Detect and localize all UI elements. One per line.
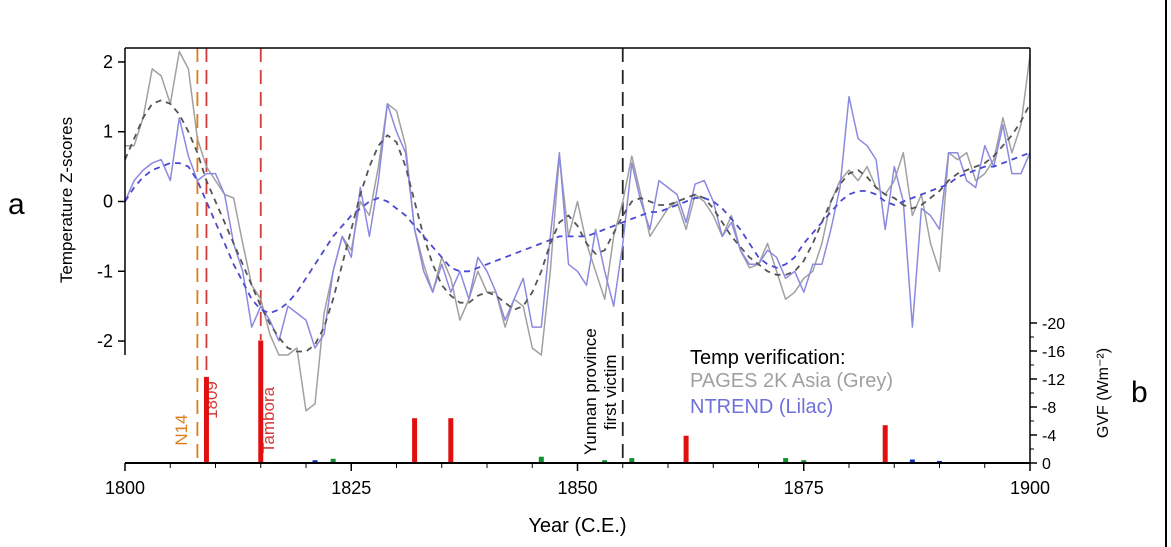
series-smoothed-line [124, 99, 1031, 353]
event-label: Tambora [259, 386, 278, 453]
panel-label-b: b [1131, 376, 1148, 409]
forcing-bar [783, 458, 789, 463]
y2-tick-label: -20 [1042, 316, 1065, 333]
forcing-bar [683, 435, 689, 463]
chart-labels: Year (C.E.) Temperature Z-scores GVF (Wm⁻²… [57, 117, 1112, 537]
y2-tick-label: -12 [1042, 372, 1065, 389]
forcing-bar [882, 425, 888, 463]
temperature-series [124, 50, 1031, 412]
forcing-bar [801, 460, 807, 463]
event-label: first victim [601, 354, 620, 430]
y-tick-label: -1 [97, 261, 113, 281]
legend-item: NTREND (Lilac) [690, 396, 833, 418]
forcing-bar [258, 340, 264, 463]
x-tick-label: 1850 [557, 478, 597, 498]
forcing-bar [629, 458, 635, 463]
x-tick-label: 1900 [1010, 478, 1050, 498]
forcing-bar [602, 460, 608, 463]
y-tick-label: 1 [103, 122, 113, 142]
event-label: Yunnan province [581, 328, 600, 455]
x-axis-title: Year (C.E.) [528, 515, 626, 537]
y-tick-label: -2 [97, 331, 113, 351]
forcing-bar [538, 456, 544, 463]
forcing-bar [312, 460, 318, 463]
y2-tick-label: -16 [1042, 344, 1065, 361]
y-axis-title: Temperature Z-scores [57, 117, 76, 283]
y2-tick-label: -4 [1042, 428, 1056, 445]
y2-tick-label: -8 [1042, 400, 1056, 417]
x-tick-label: 1875 [784, 478, 824, 498]
panel-label-a: a [8, 188, 25, 221]
y-tick-label: 2 [103, 52, 113, 72]
y2-axis-title: GVF (Wm⁻²) [1095, 348, 1112, 438]
series-smoothed-line [124, 151, 1031, 315]
y2-tick-label: 0 [1042, 456, 1051, 473]
series-line [124, 96, 1031, 349]
event-label: N14 [172, 414, 191, 445]
axes: 1800 1825 1850 1875 1900 2 1 0 -1 -2 -20 -16 -12 -8 -4… [97, 0, 1167, 547]
legend-item: PAGES 2K Asia (Grey) [690, 370, 893, 392]
forcing-bar [909, 459, 915, 463]
x-tick-label: 1825 [331, 478, 371, 498]
y-tick-label: 0 [103, 192, 113, 212]
series-line [125, 50, 1031, 412]
forcing-bar [412, 418, 418, 463]
x-tick-label: 1800 [105, 478, 145, 498]
forcing-bar [448, 418, 454, 463]
forcing-bar [203, 376, 209, 463]
forcing-bar [937, 460, 942, 463]
forcing-bars [203, 340, 942, 463]
legend-title: Temp verification: [690, 347, 846, 369]
forcing-bar [330, 458, 336, 463]
